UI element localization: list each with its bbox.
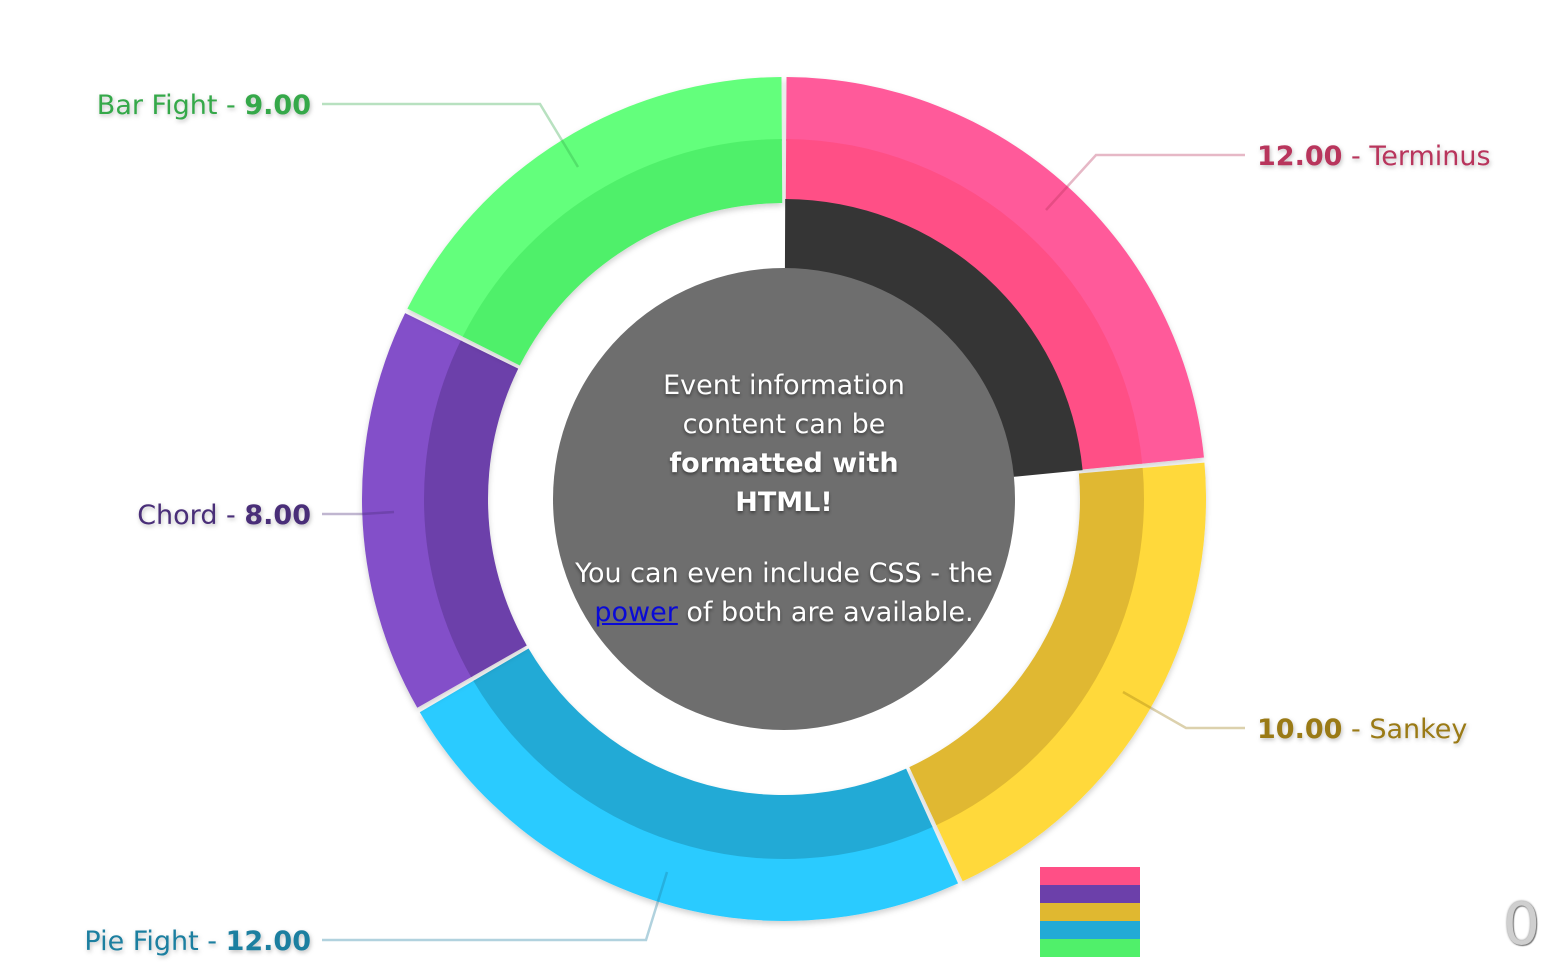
slice-pie-fight[interactable] — [419, 648, 959, 922]
callout-line-bar-fight — [322, 102, 580, 168]
center-info-paragraph-2: You can even include CSS - the power of … — [569, 554, 999, 632]
legend — [1040, 867, 1140, 957]
center-info-text-3: of both are available. — [686, 597, 974, 628]
slice-inner-chord[interactable] — [423, 340, 527, 678]
callout-value: 10.00 — [1257, 714, 1342, 745]
callout-line-sankey — [1122, 690, 1245, 730]
callout-name: Pie Fight — [84, 926, 198, 957]
callout-line-terminus — [1045, 153, 1245, 211]
slice-outer-pie-fight[interactable] — [419, 679, 959, 922]
legend-swatch-chord[interactable] — [1040, 885, 1140, 903]
slice-outer-chord[interactable] — [361, 313, 473, 708]
center-info-text-2: You can even include CSS - the — [575, 558, 993, 589]
slice-outer-bar-fight[interactable] — [407, 77, 782, 338]
callout-name: - — [217, 90, 244, 121]
slice-bar-fight[interactable] — [407, 77, 783, 366]
callout-label-sankey: 10.00 - Sankey — [1257, 714, 1467, 745]
callout-name: Sankey — [1369, 714, 1467, 745]
callout-name: Bar Fight — [97, 90, 218, 121]
slice-chord[interactable] — [361, 313, 527, 708]
center-info-panel: Event information content can be formatt… — [555, 268, 1013, 730]
callout-value: 9.00 — [244, 90, 311, 121]
legend-swatch-bar-fight[interactable] — [1040, 939, 1140, 957]
callout-value: 12.00 — [226, 926, 311, 957]
callout-label-terminus: 12.00 - Terminus — [1257, 141, 1491, 172]
center-info-paragraph-1: Event information content can be formatt… — [619, 366, 949, 522]
center-circle — [553, 268, 1015, 730]
legend-swatch-pie-fight[interactable] — [1040, 921, 1140, 939]
callout-value: 12.00 — [1257, 141, 1342, 172]
slice-inner-terminus[interactable] — [785, 139, 1143, 470]
callout-line-pie-fight — [322, 871, 669, 942]
callout-name: - — [1342, 141, 1369, 172]
callout-name: - — [217, 500, 244, 531]
counter-display: 0 — [1503, 890, 1540, 958]
slice-inner-sankey[interactable] — [909, 467, 1144, 826]
callout-name: Terminus — [1368, 141, 1490, 172]
callout-label-pie-fight: Pie Fight - 12.00 — [84, 926, 311, 957]
slice-inner-pie-fight[interactable] — [473, 648, 933, 859]
callout-value: 8.00 — [244, 500, 311, 531]
slice-outer-terminus[interactable] — [786, 77, 1204, 464]
callout-name: - — [1342, 714, 1369, 745]
slice-terminus[interactable] — [785, 77, 1204, 470]
legend-swatch-sankey[interactable] — [1040, 903, 1140, 921]
callout-line-chord — [322, 510, 395, 516]
center-info-text: Event information content can be — [663, 370, 905, 440]
callout-name: Chord — [137, 500, 217, 531]
legend-swatch-terminus[interactable] — [1040, 867, 1140, 885]
callout-label-chord: Chord - 8.00 — [137, 500, 311, 531]
callout-name: - — [199, 926, 226, 957]
center-info-bold-text: formatted with HTML! — [669, 448, 899, 518]
callout-label-bar-fight: Bar Fight - 9.00 — [97, 90, 311, 121]
power-link[interactable]: power — [594, 597, 678, 628]
slice-inner-bar-fight[interactable] — [462, 139, 783, 366]
slice-sankey[interactable] — [909, 462, 1206, 882]
slice-outer-sankey[interactable] — [935, 462, 1206, 882]
